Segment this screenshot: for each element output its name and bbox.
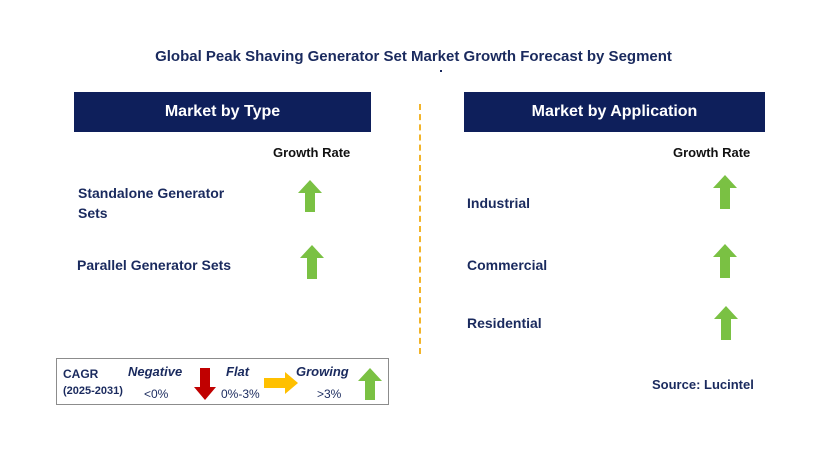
arrow-up-icon [714, 306, 738, 340]
legend-growing-range: >3% [317, 387, 342, 401]
arrow-up-icon [713, 244, 737, 278]
segment-label-standalone: Standalone Generator Sets [78, 185, 225, 221]
legend-flat-range: 0%-3% [221, 387, 260, 401]
source-label: Source: Lucintel [652, 377, 754, 392]
arrow-up-icon [300, 245, 324, 279]
legend-cagr-label: CAGR [63, 367, 99, 381]
legend-negative-label: Negative [128, 364, 183, 379]
legend-period-label: (2025-2031) [63, 385, 123, 397]
segment-label-residential: Residential [467, 315, 542, 331]
arrow-up-icon [298, 180, 322, 212]
right-growth-rate-label: Growth Rate [673, 145, 751, 160]
market-by-application-header: Market by Application [464, 92, 765, 132]
arrow-up-icon [358, 368, 382, 400]
panel-divider [419, 104, 421, 354]
segment-label-parallel: Parallel Generator Sets [77, 257, 232, 273]
market-by-type-header: Market by Type [74, 92, 371, 132]
segment-label-industrial: Industrial [467, 195, 531, 211]
decorative-dot [440, 70, 442, 72]
legend-flat-label: Flat [226, 364, 250, 379]
arrow-right-icon [264, 372, 298, 394]
legend-growing-label: Growing [296, 364, 349, 379]
left-growth-rate-label: Growth Rate [273, 145, 351, 160]
chart-title: Global Peak Shaving Generator Set Market… [155, 48, 672, 65]
legend-negative-range: <0% [144, 387, 169, 401]
cagr-legend: CAGR (2025-2031) Negative <0% Flat 0%-3%… [56, 358, 389, 405]
arrow-up-icon [713, 175, 737, 209]
arrow-down-icon [194, 368, 216, 400]
segment-label-commercial: Commercial [467, 257, 548, 273]
